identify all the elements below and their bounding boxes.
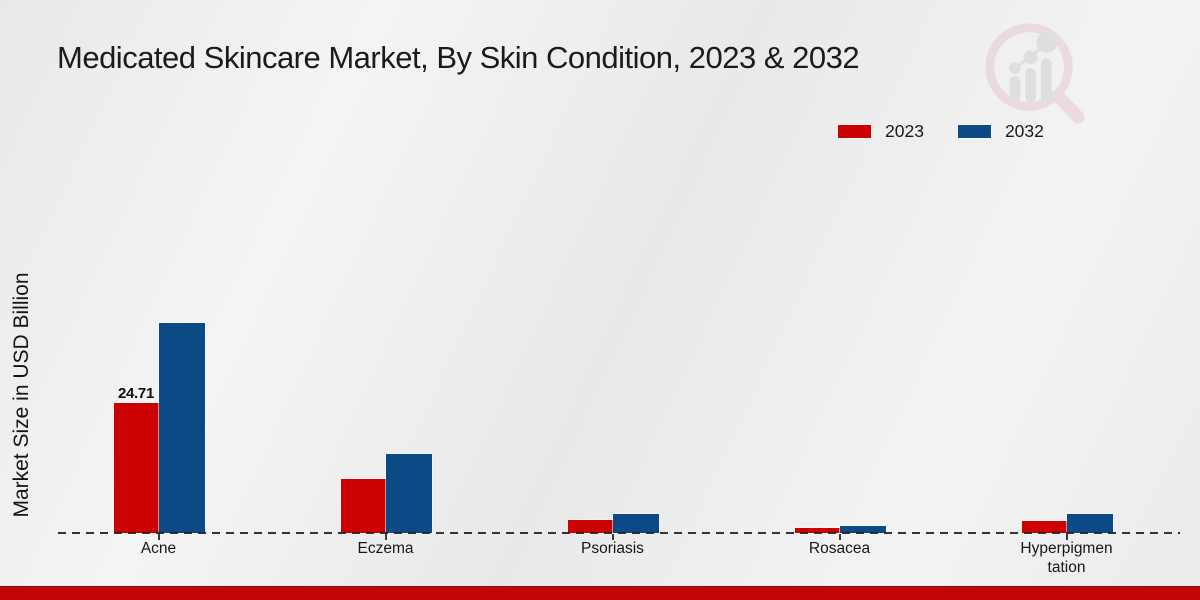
x-axis-tick-acne <box>157 534 160 540</box>
bar-2023-hyperpigmentation <box>1021 521 1067 533</box>
x-axis-label-psoriasis: Psoriasis <box>581 540 644 557</box>
y-axis-title: Market Size in USD Billion <box>10 272 33 518</box>
x-axis-label-rosacea: Rosacea <box>808 540 871 557</box>
bar-2023-psoriasis <box>567 520 613 533</box>
x-axis-tick-rosacea <box>838 534 841 540</box>
magnifier-bar-chart-logo-icon <box>985 23 1085 124</box>
bar-2032-eczema <box>385 454 432 533</box>
footer-accent-bar <box>0 586 1200 600</box>
data-label-2023-acne: 24.71 <box>117 385 155 402</box>
legend-swatch-2032 <box>957 125 991 138</box>
x-axis-baseline <box>58 532 1180 534</box>
x-axis-label-acne: Acne <box>140 540 177 557</box>
chart-title: Medicated Skincare Market, By Skin Condi… <box>57 40 860 75</box>
x-axis-label-eczema: Eczema <box>357 540 414 557</box>
legend-item-2032: 2032 <box>957 121 1044 142</box>
bar-2032-rosacea <box>839 526 886 533</box>
x-axis-tick-hyperpigmentation <box>1065 534 1068 540</box>
bar-2032-hyperpigmentation <box>1066 514 1113 533</box>
plot-area: 24.71 Acne Eczema Psoriasis Rosacea Hyperpigm… <box>45 93 1180 576</box>
legend-label-2032: 2032 <box>1004 121 1044 141</box>
x-axis-label-hyperpigmentation: Hyperpigmen tation <box>1020 540 1113 576</box>
bar-2032-psoriasis <box>612 514 659 533</box>
legend-label-2023: 2023 <box>885 121 924 141</box>
legend-swatch-2023 <box>838 125 871 138</box>
bar-2023-rosacea <box>794 528 840 533</box>
legend: 2023 2032 <box>838 121 1044 142</box>
bar-2023-eczema <box>340 479 386 533</box>
x-axis-tick-eczema <box>384 534 387 540</box>
x-axis-tick-psoriasis <box>611 534 614 540</box>
legend-item-2023: 2023 <box>838 121 924 142</box>
bar-2032-acne <box>158 323 205 533</box>
bar-2023-acne <box>113 403 159 533</box>
